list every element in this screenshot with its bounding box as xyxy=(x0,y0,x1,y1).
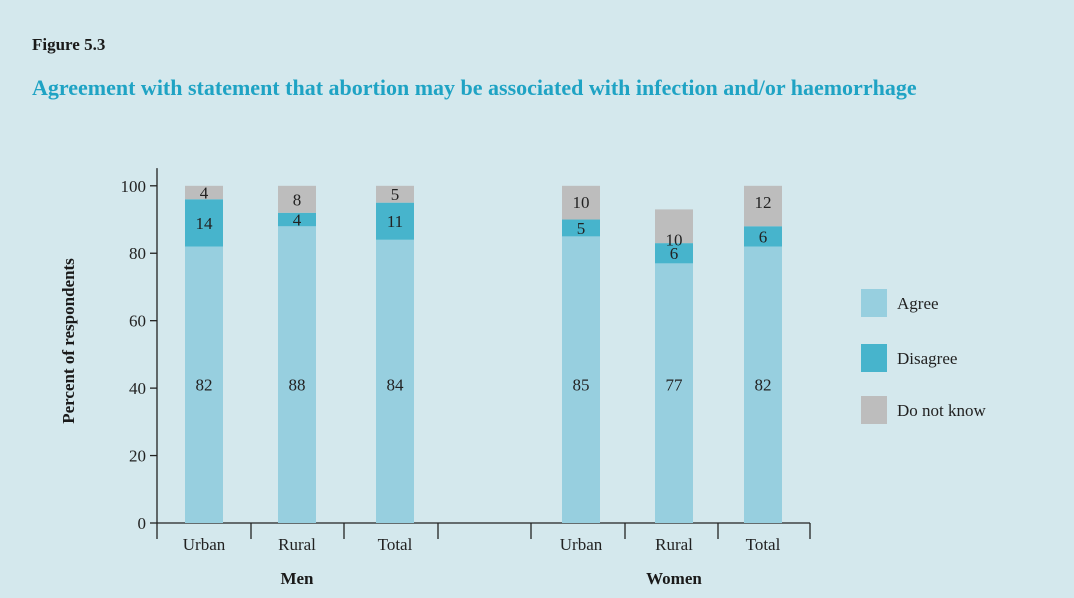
data-label-agree: 77 xyxy=(666,376,684,395)
x-tick-label: Total xyxy=(378,535,413,554)
chart-bars xyxy=(185,185,782,523)
data-label-agree: 84 xyxy=(387,376,405,395)
data-label-do-not-know: 10 xyxy=(666,230,683,249)
bar-segment-disagree xyxy=(185,199,223,247)
data-label-agree: 88 xyxy=(289,376,306,395)
x-tick-label: Rural xyxy=(278,535,316,554)
bar-segment-agree xyxy=(744,246,782,523)
legend-swatch-disagree xyxy=(861,344,887,372)
bar-segment-agree xyxy=(562,236,600,523)
legend-label-do-not-know: Do not know xyxy=(897,401,987,420)
data-label-disagree: 11 xyxy=(387,212,403,231)
bar-segment-disagree xyxy=(376,202,414,240)
data-label-disagree: 14 xyxy=(196,214,214,233)
x-group-label: Men xyxy=(280,569,314,588)
data-label-do-not-know: 5 xyxy=(391,185,400,204)
bar-segment-do-not-know xyxy=(185,185,223,200)
y-axis-label: Percent of respondents xyxy=(59,258,78,424)
data-label-disagree: 5 xyxy=(577,219,586,238)
bar-segment-agree xyxy=(278,226,316,523)
bar-segment-agree xyxy=(185,246,223,523)
x-group-label: Women xyxy=(646,569,702,588)
y-tick-label: 0 xyxy=(138,514,147,533)
bar-segment-disagree xyxy=(655,243,693,264)
y-tick-label: 100 xyxy=(121,177,147,196)
bar-segment-do-not-know xyxy=(376,185,414,203)
data-label-do-not-know: 4 xyxy=(200,184,209,203)
legend-label-agree: Agree xyxy=(897,294,939,313)
y-tick-label: 80 xyxy=(129,244,146,263)
data-label-do-not-know: 10 xyxy=(573,193,590,212)
bar-segment-do-not-know xyxy=(562,185,600,220)
legend-swatch-agree xyxy=(861,289,887,317)
data-label-agree: 82 xyxy=(755,376,772,395)
legend-label-disagree: Disagree xyxy=(897,349,957,368)
data-label-agree: 85 xyxy=(573,376,590,395)
figure-label: Figure 5.3 xyxy=(32,35,106,54)
bar-segment-do-not-know xyxy=(655,209,693,244)
bar-segment-disagree xyxy=(278,212,316,227)
x-tick-label: Rural xyxy=(655,535,693,554)
bar-segment-do-not-know xyxy=(744,185,782,227)
x-tick-label: Urban xyxy=(560,535,603,554)
chart-legend: Agree Disagree Do not know xyxy=(861,289,987,424)
chart-axes: 0 20 40 60 80 100 Urban Rural Total Urban Rural Tot… xyxy=(59,168,811,588)
y-tick-label: 60 xyxy=(129,312,146,331)
legend-swatch-do-not-know xyxy=(861,396,887,424)
bar-segment-disagree xyxy=(744,226,782,247)
data-label-agree: 82 xyxy=(196,376,213,395)
bar-segment-agree xyxy=(655,263,693,523)
data-label-do-not-know: 8 xyxy=(293,190,302,209)
data-label-disagree: 6 xyxy=(670,244,679,263)
chart-title: Agreement with statement that abortion m… xyxy=(32,75,917,100)
data-label-disagree: 4 xyxy=(293,211,302,230)
data-label-do-not-know: 12 xyxy=(755,193,772,212)
data-label-disagree: 6 xyxy=(759,227,768,246)
bar-segment-disagree xyxy=(562,219,600,237)
x-tick-label: Total xyxy=(746,535,781,554)
x-tick-label: Urban xyxy=(183,535,226,554)
bar-segment-do-not-know xyxy=(278,185,316,213)
bar-segment-agree xyxy=(376,239,414,523)
y-tick-label: 40 xyxy=(129,379,146,398)
y-tick-label: 20 xyxy=(129,447,146,466)
